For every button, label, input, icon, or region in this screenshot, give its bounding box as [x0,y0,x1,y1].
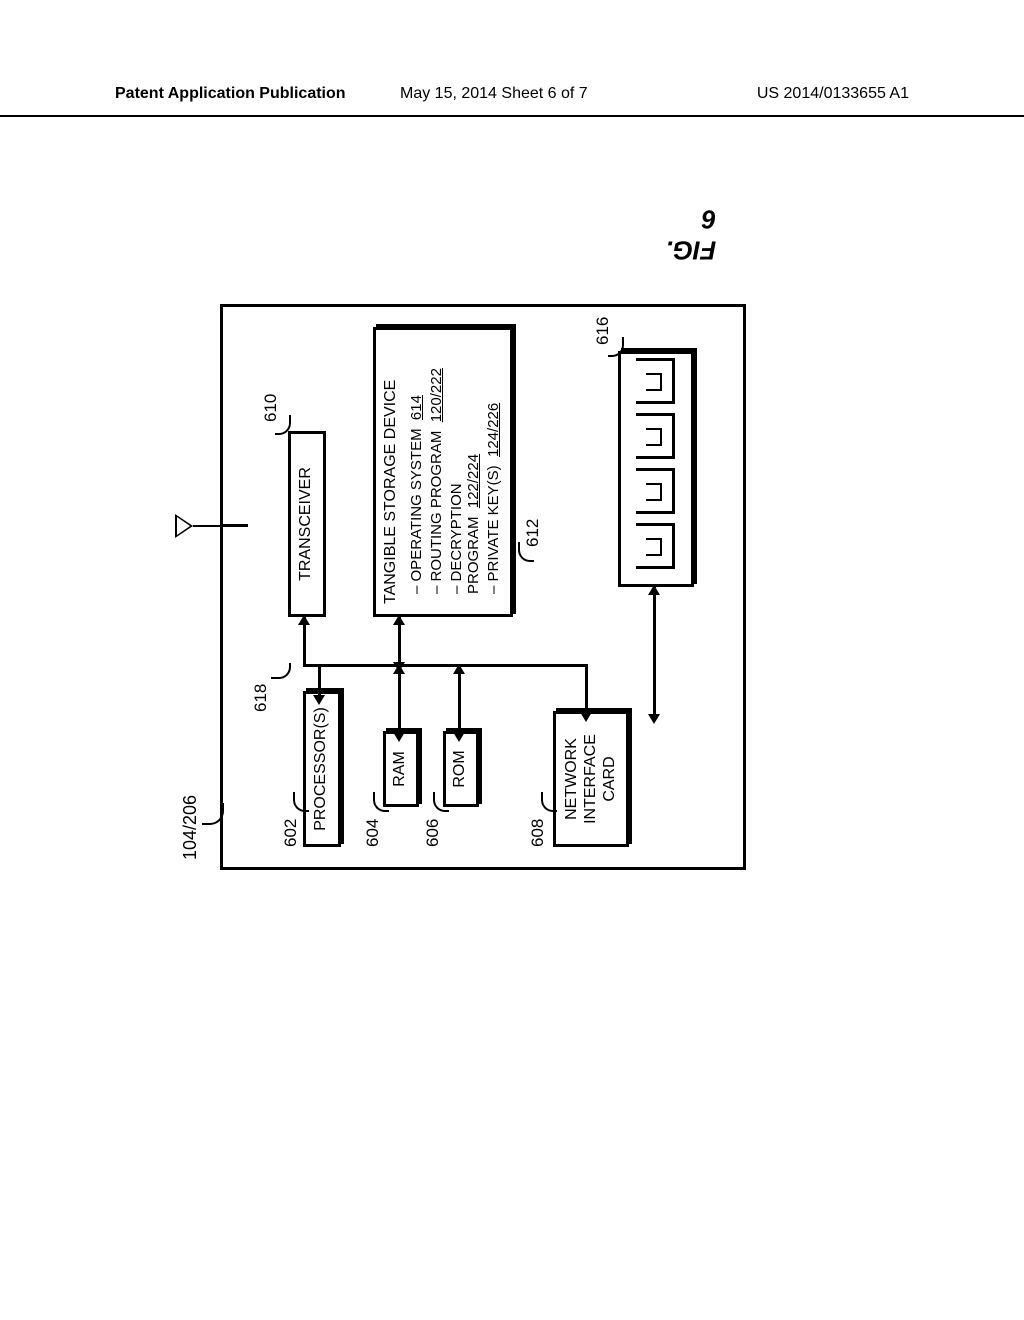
nic-l3: CARD [600,714,619,844]
ref-main: 104/206 [180,795,201,860]
antenna-stem [193,525,223,527]
page: Patent Application Publication May 15, 2… [0,0,1024,1320]
leader-processor [293,792,309,812]
antenna-icon [175,514,193,538]
conn-processor [318,664,321,697]
ref-rom: 606 [423,819,443,847]
header-right: US 2014/0133655 A1 [757,85,909,103]
nic-l1: NETWORK [562,714,581,844]
nic-block: NETWORK INTERFACE CARD [553,711,629,847]
figure-6-diagram: 104/206 618 PROCESSOR(S) 602 RAM 604 [180,310,800,870]
ram-label: RAM [391,751,408,787]
arr-rom-r [453,664,465,674]
port-2 [636,468,675,514]
arr-ports-l [648,714,660,724]
leader-bus [271,663,291,679]
leader-rom [433,792,449,812]
conn-rom [458,664,461,737]
arr-storage-l [393,662,405,672]
conn-nic [585,664,588,717]
conn-transceiver-v [303,664,321,667]
arr-nic-l [580,712,592,722]
arr-storage-r [393,615,405,625]
storage-os: – OPERATING SYSTEM 614 [408,350,425,594]
conn-nic-ports [653,587,656,717]
antenna-line [223,524,248,527]
conn-ram [398,664,401,737]
figure-caption: FIG. 6 [666,204,717,266]
ref-bus: 618 [251,684,271,712]
port-4 [636,358,675,404]
nic-l2: INTERFACE [581,714,600,844]
storage-block: TANGIBLE STORAGE DEVICE – OPERATING SYST… [373,327,513,617]
ports-block [618,351,694,587]
transceiver-block: TRANSCEIVER [288,431,326,617]
port-3 [636,413,675,459]
header-mid: May 15, 2014 Sheet 6 of 7 [400,85,588,103]
storage-title: TANGIBLE STORAGE DEVICE [382,340,400,604]
processor-block: PROCESSOR(S) [303,691,341,847]
storage-keys: – PRIVATE KEY(S) 124/226 [485,350,502,594]
leader-nic [541,792,557,812]
arr-trans-r [298,615,310,625]
arr-rom-l [453,732,465,742]
device-outline: 618 PROCESSOR(S) 602 RAM 604 ROM 606 NET… [220,304,746,870]
transceiver-label: TRANSCEIVER [297,467,314,581]
leader-ram [373,792,389,812]
ref-nic: 608 [528,819,548,847]
arr-proc-l [313,695,325,705]
arr-ram-l [393,732,405,742]
arr-ports-r [648,585,660,595]
ref-ram: 604 [363,819,383,847]
page-header: Patent Application Publication May 15, 2… [0,85,1024,117]
rom-label: ROM [451,750,468,787]
header-left: Patent Application Publication [115,85,346,103]
storage-decrypt: – DECRYPTION PROGRAM 122/224 [448,350,482,594]
port-1 [636,523,675,569]
processor-label: PROCESSOR(S) [312,707,329,831]
leader-storage [518,542,534,562]
ref-processor: 602 [281,819,301,847]
storage-routing: – ROUTING PROGRAM 120/222 [428,350,445,594]
